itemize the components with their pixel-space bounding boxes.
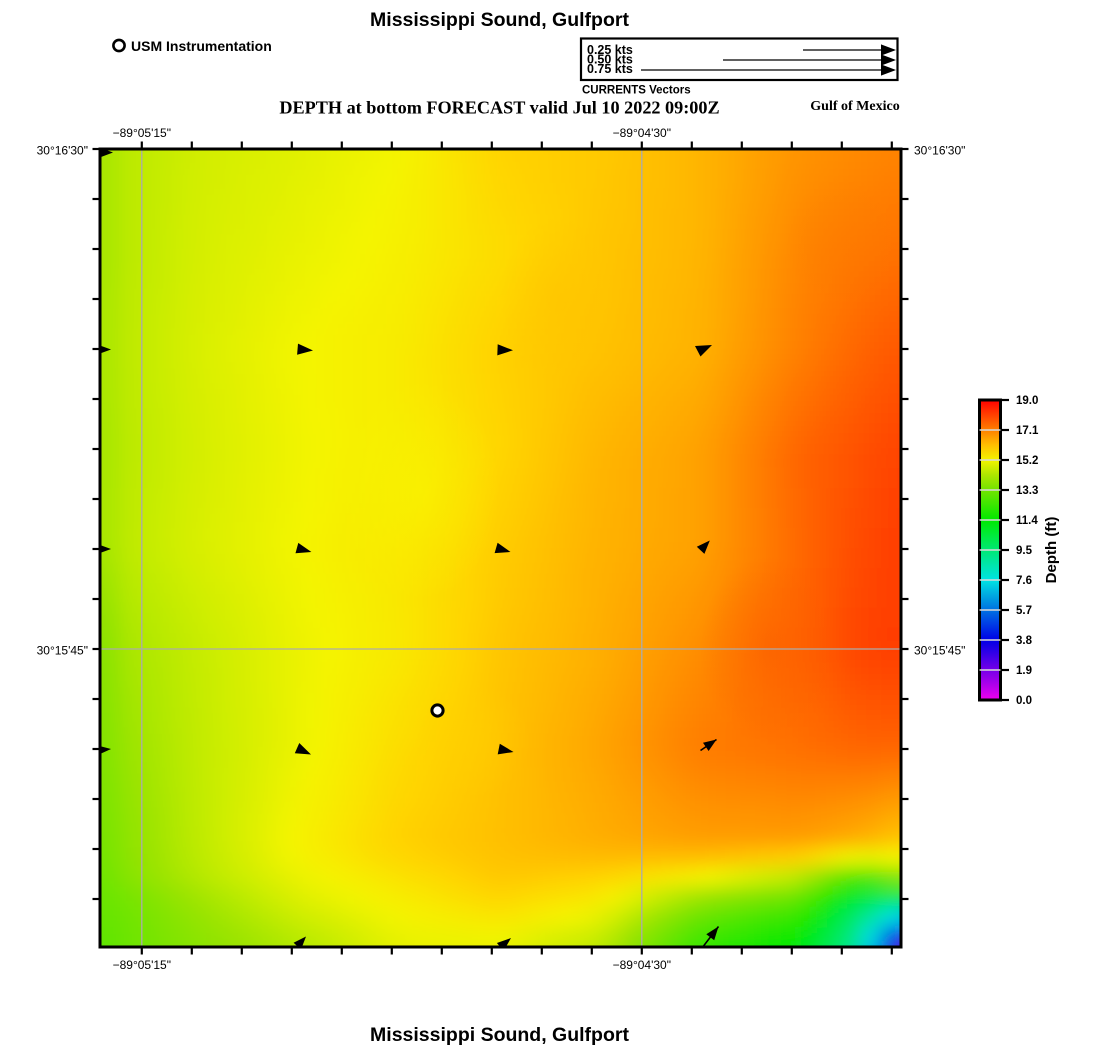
svg-text:−89°04'30": −89°04'30" — [613, 958, 671, 972]
svg-text:30°16'30": 30°16'30" — [37, 144, 88, 158]
svg-text:9.5: 9.5 — [1016, 545, 1033, 557]
svg-text:−89°05'15": −89°05'15" — [113, 958, 171, 972]
svg-text:13.3: 13.3 — [1016, 485, 1038, 497]
svg-text:Mississippi Sound, Gulfport: Mississippi Sound, Gulfport — [370, 9, 629, 31]
svg-text:Depth (ft): Depth (ft) — [1043, 517, 1060, 584]
svg-text:Gulf of Mexico: Gulf of Mexico — [810, 99, 899, 114]
svg-text:15.2: 15.2 — [1016, 455, 1038, 467]
svg-text:1.9: 1.9 — [1016, 665, 1032, 677]
svg-text:11.4: 11.4 — [1016, 515, 1038, 527]
svg-text:0.75 kts: 0.75 kts — [587, 62, 633, 76]
svg-text:7.6: 7.6 — [1016, 575, 1032, 587]
svg-text:30°15'45": 30°15'45" — [37, 644, 88, 658]
svg-text:Mississippi Sound, Gulfport: Mississippi Sound, Gulfport — [370, 1024, 629, 1046]
svg-text:0.25 kts: 0.25 kts — [587, 43, 633, 57]
svg-text:3.8: 3.8 — [1016, 635, 1033, 647]
svg-text:17.1: 17.1 — [1016, 425, 1039, 437]
svg-text:19.0: 19.0 — [1016, 395, 1038, 407]
svg-text:0.50 kts: 0.50 kts — [587, 53, 633, 67]
svg-text:30°15'45": 30°15'45" — [914, 644, 965, 658]
svg-text:30°16'30": 30°16'30" — [914, 144, 965, 158]
svg-text:5.7: 5.7 — [1016, 605, 1032, 617]
svg-text:−89°05'15": −89°05'15" — [113, 126, 171, 140]
svg-text:DEPTH at bottom FORECAST valid: DEPTH at bottom FORECAST valid Jul 10 20… — [279, 98, 719, 118]
svg-text:USM Instrumentation: USM Instrumentation — [131, 38, 272, 54]
svg-text:−89°04'30": −89°04'30" — [613, 126, 671, 140]
svg-text:CURRENTS Vectors: CURRENTS Vectors — [582, 85, 691, 97]
svg-text:0.0: 0.0 — [1016, 695, 1032, 707]
